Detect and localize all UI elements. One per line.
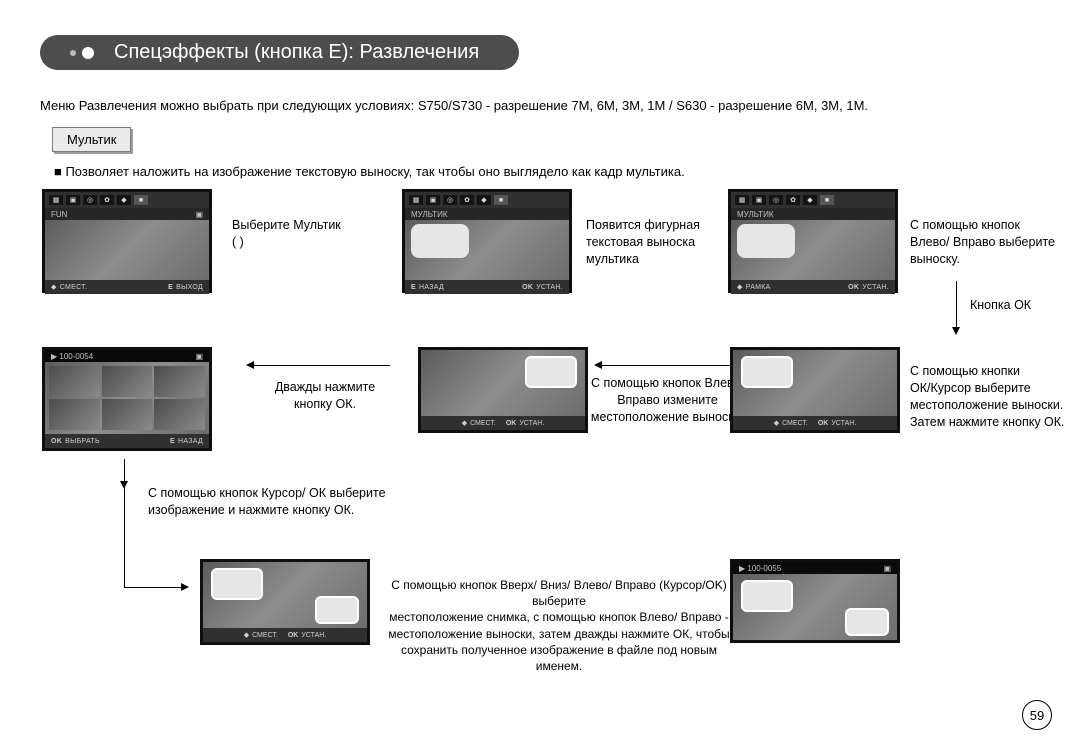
caption: Выберите Мультик: [232, 217, 392, 234]
screen-move-speech-1: ◆ СМЕСТ. OK УСТАН.: [730, 347, 900, 433]
arrow-down: [124, 459, 125, 485]
arrow-down: [956, 281, 957, 331]
screen-final-edit: ◆ СМЕСТ. OK УСТАН.: [200, 559, 370, 645]
arrow-label: Кнопка ОК: [970, 298, 1031, 312]
arrow-corner: [124, 485, 185, 588]
sec-label: МУЛЬТИК: [737, 210, 773, 219]
caption: Влево/ Вправо выберите: [910, 234, 1080, 251]
sec-label: МУЛЬТИК: [411, 210, 447, 219]
page-title-pill: Спецэффекты (кнопка E): Развлечения: [40, 35, 519, 70]
page-title: Спецэффекты (кнопка E): Развлечения: [114, 41, 479, 64]
file-id: 100-0055: [747, 564, 781, 573]
caption: ( ): [232, 234, 392, 251]
caption: Затем нажмите кнопку ОК.: [910, 414, 1080, 431]
section-label: Мультик: [52, 127, 131, 152]
screen-select-multik: ▦▣◎ ✿◆■ FUN▣ ◆ СМЕСТ. E ВЫХОД: [42, 189, 212, 293]
caption: С помощью кнопок: [910, 217, 1080, 234]
caption: выноску.: [910, 251, 1080, 268]
pill-leader-dots: [70, 47, 94, 59]
fun-label: FUN: [51, 210, 67, 219]
caption: местоположение снимка, с помощью кнопок …: [384, 609, 734, 625]
caption: С помощью кнопок Вверх/ Вниз/ Влево/ Впр…: [384, 577, 734, 609]
flow-diagram: ▦▣◎ ✿◆■ FUN▣ ◆ СМЕСТ. E ВЫХОД Выберите М…: [40, 189, 1040, 659]
caption: сохранить полученное изображение в файле…: [384, 642, 734, 674]
caption: местоположение выноски, затем дважды наж…: [384, 626, 734, 642]
file-id: 100-0054: [59, 352, 93, 361]
caption: Дважды нажмите: [250, 379, 400, 396]
screen-thumbs: ▶ 100-0054▣ OK ВЫБРАТЬ E НАЗАД: [42, 347, 212, 451]
section-description: ■ Позволяет наложить на изображение текс…: [54, 164, 1040, 179]
intro-text: Меню Развлечения можно выбрать при следу…: [40, 98, 1040, 113]
arrow-left: [250, 365, 390, 366]
caption: ОК/Курсор выберите: [910, 380, 1080, 397]
caption: изображение и нажмите кнопку ОК.: [148, 502, 448, 519]
screen-move-speech-2: ◆ СМЕСТ. OK УСТАН.: [418, 347, 588, 433]
caption: мультика: [586, 251, 736, 268]
screen-speech-appears: ▦▣◎ ✿◆■ МУЛЬТИК E НАЗАД OK УСТАН.: [402, 189, 572, 293]
caption: местоположение выноски.: [910, 397, 1080, 414]
caption: С помощью кнопки: [910, 363, 1080, 380]
caption: текстовая выноска: [586, 234, 736, 251]
arrow-left: [598, 365, 748, 366]
caption: Появится фигурная: [586, 217, 736, 234]
screen-choose-speech: ▦▣◎ ✿◆■ МУЛЬТИК ◆ РАМКА OK УСТАН.: [728, 189, 898, 293]
caption: С помощью кнопок Курсор/ ОК выберите: [148, 485, 448, 502]
page-number: 59: [1022, 700, 1052, 730]
screen-saved-file: ▶ 100-0055▣: [730, 559, 900, 643]
caption: местоположение выноски.: [580, 409, 755, 426]
caption: кнопку ОК.: [250, 396, 400, 413]
caption: Вправо измените: [580, 392, 755, 409]
caption: С помощью кнопок Влево/: [580, 375, 755, 392]
